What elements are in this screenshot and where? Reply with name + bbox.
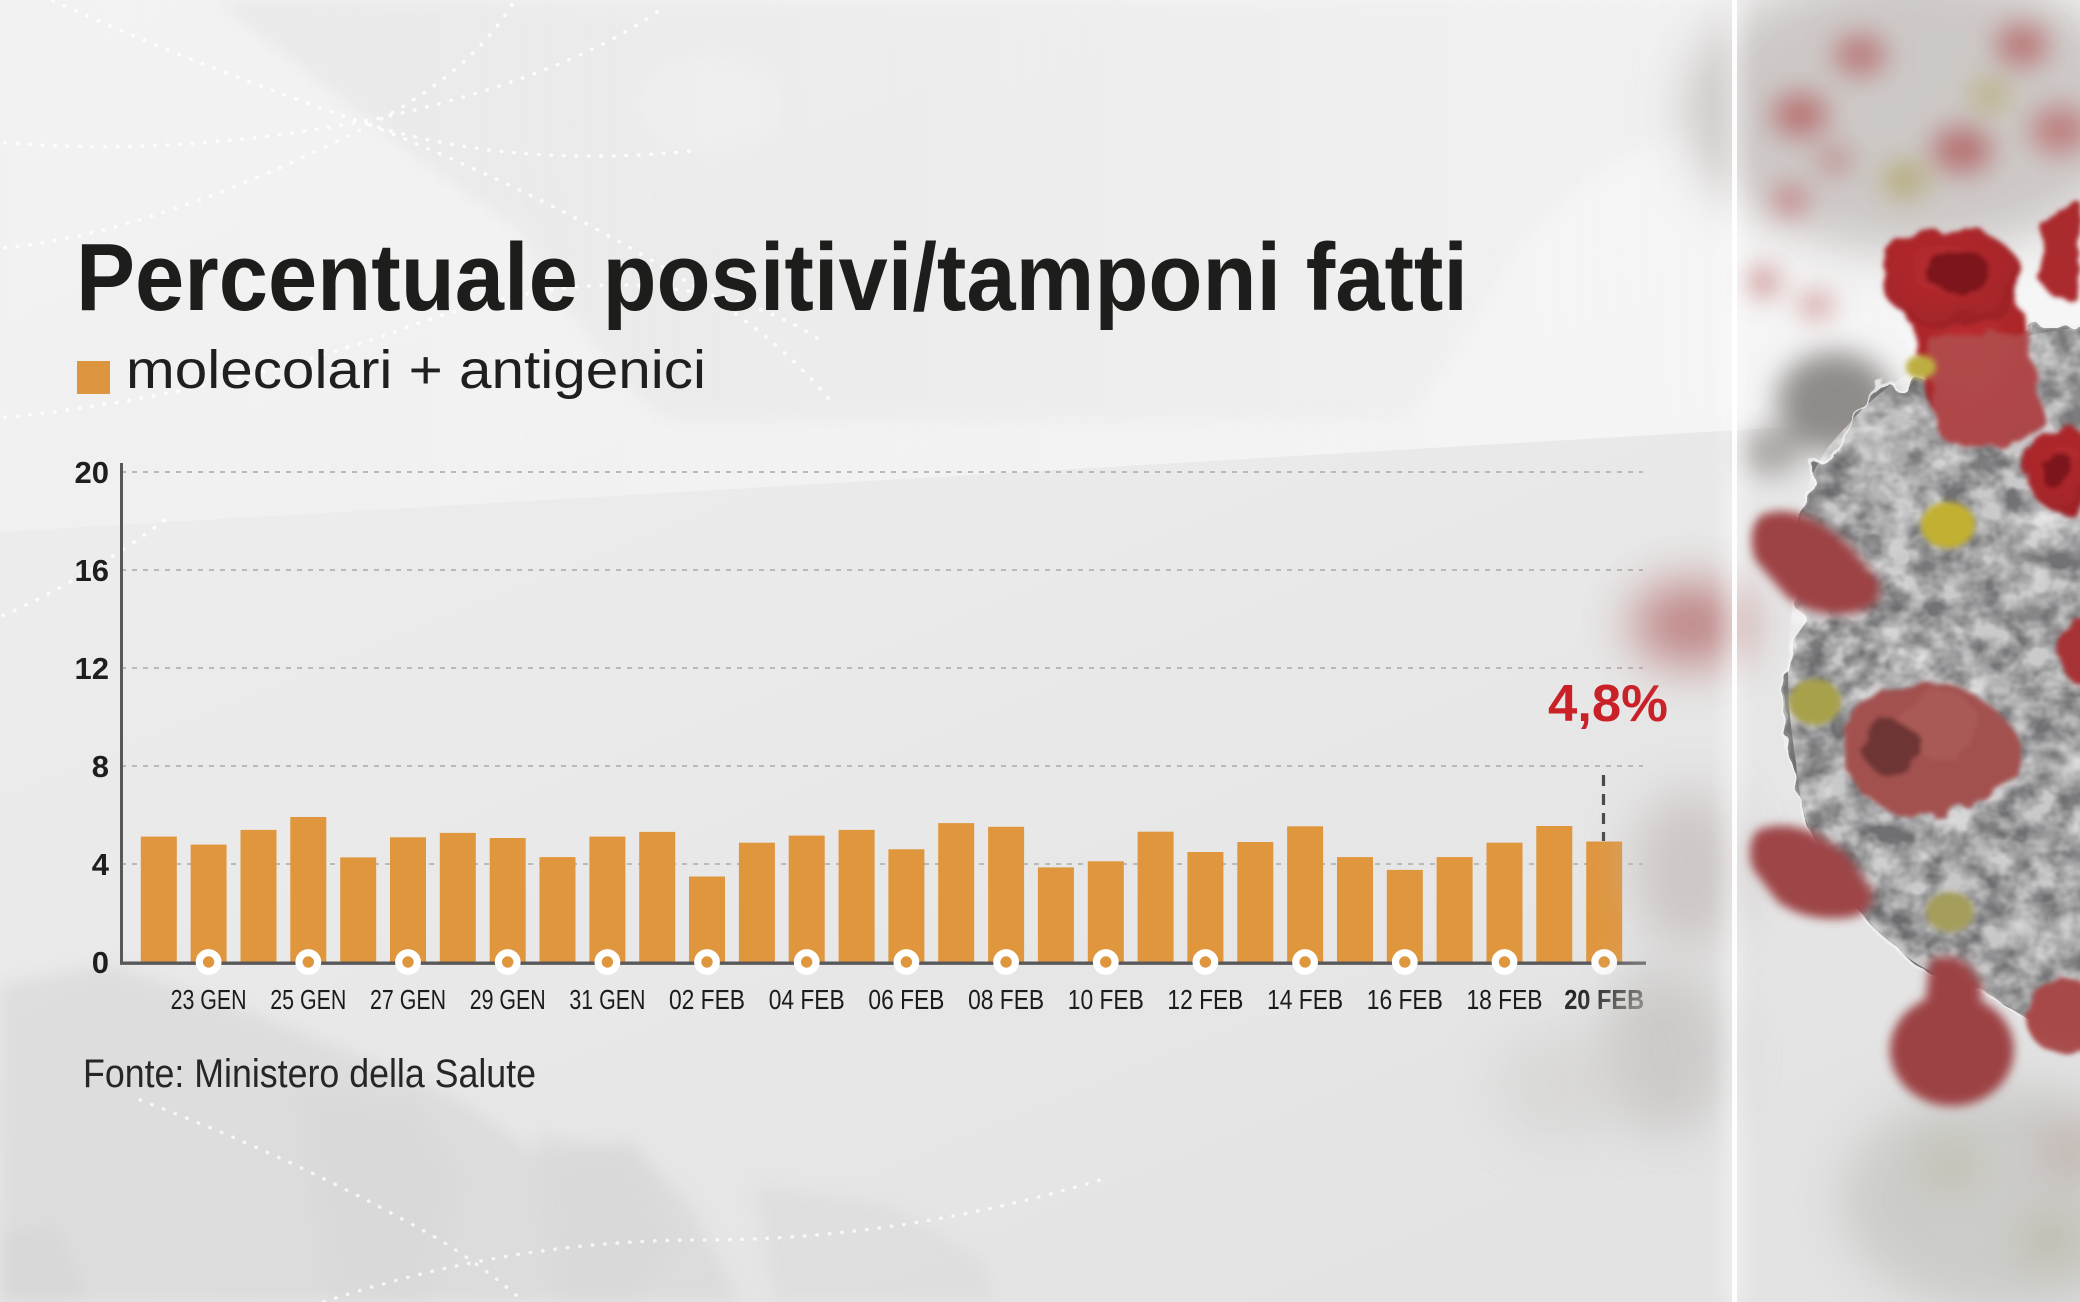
- svg-text:12: 12: [75, 651, 109, 686]
- svg-text:8: 8: [92, 749, 109, 784]
- svg-text:18 FEB: 18 FEB: [1467, 984, 1543, 1015]
- svg-text:Percentuale positivi/tamponi f: Percentuale positivi/tamponi fatti: [76, 224, 1468, 331]
- svg-text:06 FEB: 06 FEB: [868, 984, 944, 1015]
- svg-text:10 FEB: 10 FEB: [1068, 984, 1144, 1015]
- svg-text:14 FEB: 14 FEB: [1267, 984, 1343, 1015]
- svg-text:12 FEB: 12 FEB: [1167, 984, 1243, 1015]
- svg-text:25 GEN: 25 GEN: [270, 984, 346, 1015]
- svg-text:23 GEN: 23 GEN: [171, 984, 247, 1015]
- svg-text:4,8%: 4,8%: [1548, 675, 1668, 733]
- svg-text:02 FEB: 02 FEB: [669, 984, 745, 1015]
- svg-text:molecolari + antigenici: molecolari + antigenici: [126, 340, 706, 400]
- svg-text:16 FEB: 16 FEB: [1367, 984, 1443, 1015]
- svg-text:31 GEN: 31 GEN: [569, 984, 645, 1015]
- svg-text:0: 0: [92, 945, 109, 980]
- svg-text:29 GEN: 29 GEN: [470, 984, 546, 1015]
- svg-text:20: 20: [75, 455, 109, 490]
- svg-text:4: 4: [92, 847, 110, 882]
- svg-text:Fonte: Ministero della Salute: Fonte: Ministero della Salute: [83, 1052, 536, 1096]
- svg-text:16: 16: [75, 553, 109, 588]
- svg-text:08 FEB: 08 FEB: [968, 984, 1044, 1015]
- svg-text:27 GEN: 27 GEN: [370, 984, 446, 1015]
- svg-text:04 FEB: 04 FEB: [769, 984, 845, 1015]
